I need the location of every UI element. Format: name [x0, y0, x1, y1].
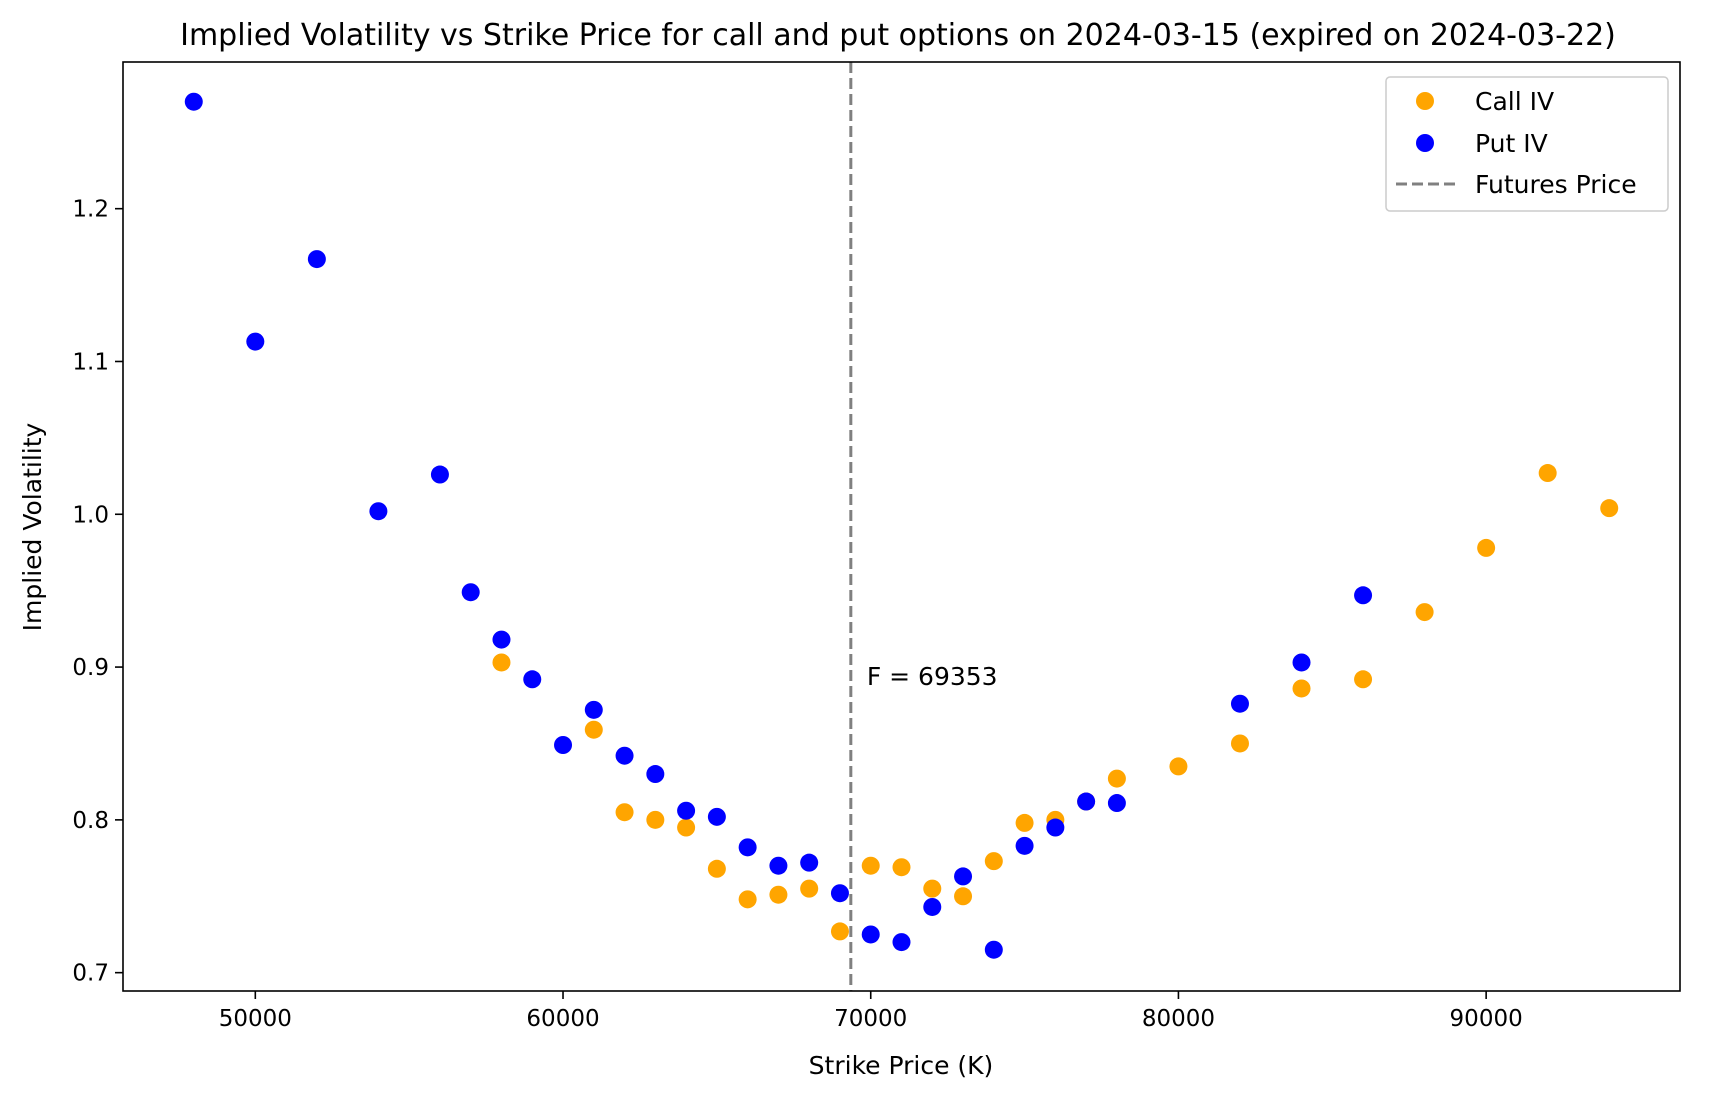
call-iv-point [646, 810, 665, 829]
put-iv-point [830, 884, 849, 903]
put-iv-point [800, 853, 819, 872]
put-iv-point [892, 933, 911, 952]
put-iv-point [707, 807, 726, 826]
legend-put-marker [1416, 134, 1434, 152]
y-tick-label: 1.1 [72, 349, 109, 375]
call-iv-point [923, 879, 942, 898]
call-iv-point [861, 856, 880, 875]
put-iv-point [184, 92, 203, 111]
call-iv-point [1230, 734, 1249, 753]
y-axis: 0.7 0.8 0.9 1.0 1.1 1.2 [72, 197, 123, 987]
put-iv-point [1046, 818, 1065, 837]
x-tick-label: 60000 [526, 1006, 599, 1032]
plot-frame [122, 61, 1681, 992]
put-iv-point [307, 250, 326, 269]
call-iv-point [769, 885, 788, 904]
put-iv-point [461, 583, 480, 602]
put-iv-point [1354, 586, 1373, 605]
call-iv-point [830, 922, 849, 941]
put-iv-point [954, 867, 973, 886]
put-iv-point [492, 630, 511, 649]
put-iv-point [584, 700, 603, 719]
plot-area [184, 62, 1619, 991]
x-tick-label: 90000 [1450, 1006, 1523, 1032]
call-iv-point [954, 887, 973, 906]
put-iv-point [769, 856, 788, 875]
call-iv-point [1477, 538, 1496, 557]
x-tick-label: 80000 [1142, 1006, 1215, 1032]
y-tick-label: 0.9 [72, 655, 109, 681]
put-iv-point [1015, 836, 1034, 855]
call-iv-point [584, 720, 603, 739]
x-tick-label: 50000 [219, 1006, 292, 1032]
legend: Call IV Put IV Futures Price [1385, 76, 1669, 212]
put-iv-point [246, 332, 265, 351]
put-iv-point [861, 925, 880, 944]
call-iv-point [1538, 464, 1557, 483]
call-iv-point [984, 852, 1003, 871]
series-call-iv [492, 464, 1619, 941]
y-tick-label: 0.7 [72, 961, 109, 987]
legend-frame [1385, 76, 1669, 212]
legend-call-marker [1416, 92, 1434, 110]
legend-call-label: Call IV [1475, 87, 1554, 116]
call-iv-point [892, 858, 911, 877]
put-iv-point [1107, 794, 1126, 813]
series-put-iv [184, 92, 1373, 959]
call-iv-point [677, 818, 696, 837]
put-iv-point [738, 838, 757, 857]
put-iv-point [677, 801, 696, 820]
call-iv-point [738, 890, 757, 909]
put-iv-point [923, 897, 942, 916]
put-iv-point [369, 502, 388, 521]
y-tick-label: 1.0 [72, 502, 109, 528]
call-iv-point [1107, 769, 1126, 788]
put-iv-point [554, 735, 573, 754]
put-iv-point [523, 670, 542, 689]
y-tick-label: 1.2 [72, 197, 109, 223]
call-iv-point [707, 859, 726, 878]
y-axis-label: Implied Volatility [18, 422, 47, 631]
put-iv-point [1230, 694, 1249, 713]
call-iv-point [1015, 813, 1034, 832]
x-axis: 50000 60000 70000 80000 90000 [219, 991, 1523, 1032]
put-iv-point [1077, 792, 1096, 811]
call-iv-point [1415, 603, 1434, 622]
call-iv-point [1354, 670, 1373, 689]
put-iv-point [615, 746, 634, 765]
futures-price-annotation: F = 69353 [867, 662, 998, 691]
call-iv-point [615, 803, 634, 822]
put-iv-point [1292, 653, 1311, 672]
x-axis-label: Strike Price (K) [809, 1051, 994, 1080]
legend-futures-label: Futures Price [1475, 170, 1637, 199]
chart-title: Implied Volatility vs Strike Price for c… [180, 18, 1616, 53]
put-iv-point [984, 940, 1003, 959]
call-iv-point [492, 653, 511, 672]
x-tick-label: 70000 [834, 1006, 907, 1032]
call-iv-point [800, 879, 819, 898]
put-iv-point [646, 765, 665, 784]
call-iv-point [1600, 499, 1619, 518]
put-iv-point [430, 465, 449, 484]
legend-put-label: Put IV [1475, 129, 1548, 158]
y-tick-label: 0.8 [72, 808, 109, 834]
call-iv-point [1169, 757, 1188, 776]
call-iv-point [1292, 679, 1311, 698]
